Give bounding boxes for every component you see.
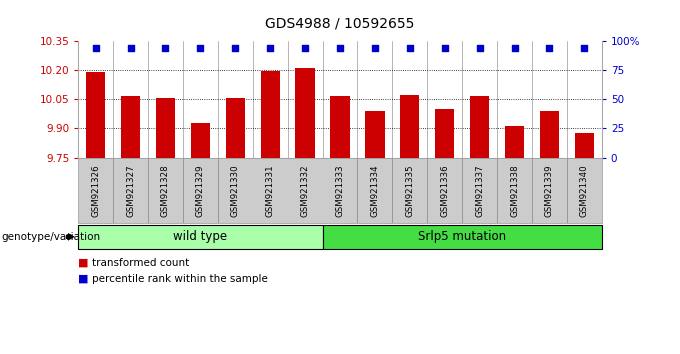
Point: [405, 45, 415, 51]
Bar: [435, 109, 454, 158]
Point: [300, 45, 311, 51]
Text: GSM921338: GSM921338: [510, 164, 519, 217]
Bar: [226, 98, 245, 158]
Bar: [365, 111, 384, 158]
Bar: [191, 124, 210, 158]
Point: [509, 45, 520, 51]
Bar: [540, 111, 559, 158]
Text: GSM921329: GSM921329: [196, 164, 205, 217]
Bar: [575, 133, 594, 158]
Point: [125, 45, 136, 51]
Text: transformed count: transformed count: [92, 258, 189, 268]
Point: [90, 45, 101, 51]
Bar: [121, 96, 140, 158]
Point: [195, 45, 206, 51]
Text: GSM921335: GSM921335: [405, 164, 414, 217]
Bar: [330, 96, 350, 158]
Bar: [470, 96, 489, 158]
Text: GSM921340: GSM921340: [580, 164, 589, 217]
Point: [230, 45, 241, 51]
Text: GSM921332: GSM921332: [301, 164, 309, 217]
Text: GSM921327: GSM921327: [126, 164, 135, 217]
Point: [544, 45, 555, 51]
Text: wild type: wild type: [173, 230, 227, 243]
Text: percentile rank within the sample: percentile rank within the sample: [92, 274, 268, 284]
Text: GSM921326: GSM921326: [91, 164, 100, 217]
Bar: [86, 72, 105, 158]
Text: Srlp5 mutation: Srlp5 mutation: [418, 230, 506, 243]
Text: GSM921339: GSM921339: [545, 164, 554, 217]
Text: GSM921328: GSM921328: [161, 164, 170, 217]
Text: GSM921333: GSM921333: [335, 164, 345, 217]
Text: genotype/variation: genotype/variation: [1, 232, 101, 242]
Text: GSM921334: GSM921334: [371, 164, 379, 217]
Bar: [296, 68, 315, 158]
Text: GDS4988 / 10592655: GDS4988 / 10592655: [265, 16, 415, 30]
Bar: [401, 95, 420, 158]
Bar: [260, 71, 279, 158]
Bar: [156, 98, 175, 158]
Point: [369, 45, 380, 51]
Text: GSM921336: GSM921336: [440, 164, 449, 217]
Point: [160, 45, 171, 51]
Point: [265, 45, 275, 51]
Text: GSM921331: GSM921331: [266, 164, 275, 217]
Bar: [505, 126, 524, 158]
Point: [579, 45, 590, 51]
Point: [474, 45, 485, 51]
Text: ■: ■: [78, 274, 88, 284]
Text: ■: ■: [78, 258, 88, 268]
Point: [439, 45, 450, 51]
Text: GSM921330: GSM921330: [231, 164, 240, 217]
Point: [335, 45, 345, 51]
Text: GSM921337: GSM921337: [475, 164, 484, 217]
